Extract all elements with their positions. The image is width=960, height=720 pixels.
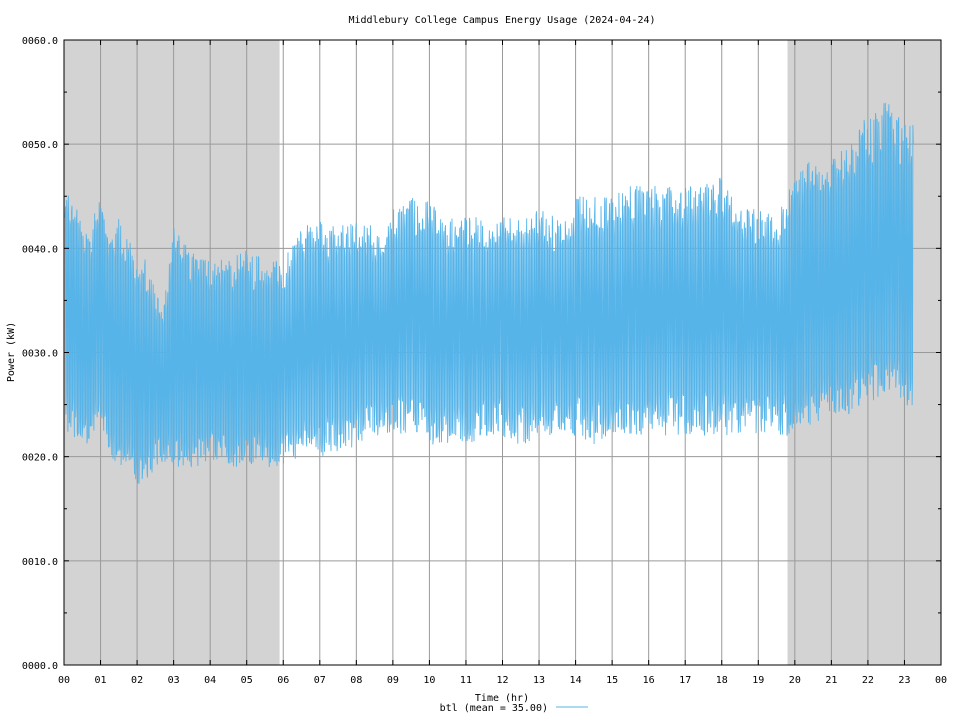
y-tick-label: 0020.0 [22, 453, 58, 464]
legend-label: btl (mean = 35.00) [440, 703, 548, 714]
y-tick-label: 0060.0 [22, 36, 58, 47]
x-tick-label: 07 [314, 675, 326, 686]
series-line-btl [64, 102, 914, 484]
y-tick-label: 0050.0 [22, 140, 58, 151]
x-tick-label: 18 [716, 675, 728, 686]
x-tick-label: 09 [387, 675, 399, 686]
x-tick-label: 16 [643, 675, 655, 686]
x-tick-label: 04 [204, 675, 216, 686]
x-tick-label: 10 [423, 675, 435, 686]
y-tick-label: 0010.0 [22, 557, 58, 568]
x-tick-label: 12 [496, 675, 508, 686]
x-axis-label: Time (hr) [475, 693, 529, 704]
x-tick-label: 20 [789, 675, 801, 686]
y-tick-label: 0030.0 [22, 349, 58, 360]
x-tick-label: 21 [825, 675, 837, 686]
legend: btl (mean = 35.00) [440, 703, 588, 714]
x-tick-label: 22 [862, 675, 874, 686]
x-tick-label: 17 [679, 675, 691, 686]
series-btl [64, 102, 914, 484]
x-tick-label: 19 [752, 675, 764, 686]
x-tick-label: 01 [95, 675, 107, 686]
chart-title: Middlebury College Campus Energy Usage (… [348, 15, 655, 26]
axis-ticks: 00 01 02 03 04 05 06 07 08 09 10 11 12 13 14 15 16 17 18 19… [22, 36, 947, 686]
x-tick-label: 11 [460, 675, 472, 686]
x-tick-label: 13 [533, 675, 545, 686]
x-tick-label: 08 [350, 675, 362, 686]
x-tick-label: 14 [570, 675, 582, 686]
y-tick-label: 0040.0 [22, 244, 58, 255]
x-tick-label: 00 [935, 675, 947, 686]
x-tick-label: 15 [606, 675, 618, 686]
x-tick-label: 06 [277, 675, 289, 686]
x-tick-label: 00 [58, 675, 70, 686]
y-tick-label: 0000.0 [22, 661, 58, 672]
x-tick-label: 05 [241, 675, 253, 686]
y-axis-label: Power (kW) [6, 322, 17, 382]
x-tick-label: 02 [131, 675, 143, 686]
x-tick-label: 23 [898, 675, 910, 686]
x-tick-label: 03 [168, 675, 180, 686]
